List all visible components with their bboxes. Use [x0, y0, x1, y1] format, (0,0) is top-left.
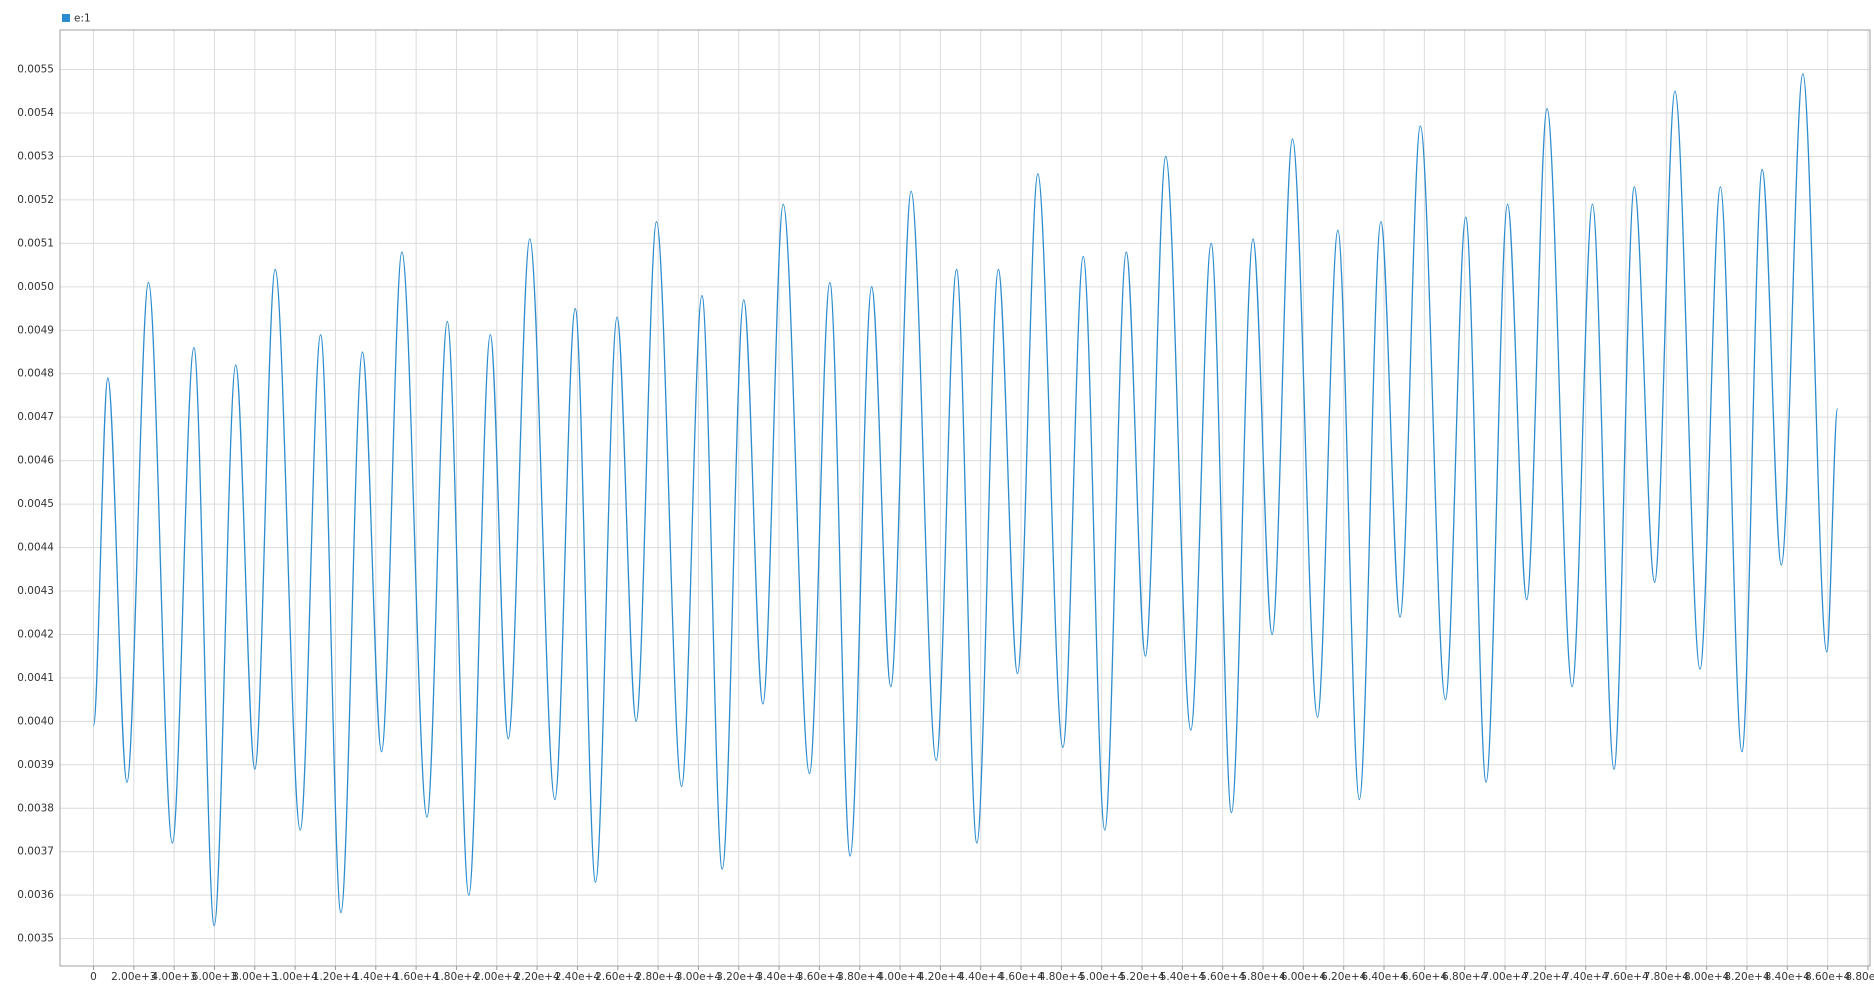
x-tick-label: 3.20e+4 — [716, 971, 762, 983]
x-tick-label: 8.40e+4 — [1765, 971, 1811, 983]
x-tick-label: 6.80e+4 — [1442, 971, 1488, 983]
y-tick-label: 0.0049 — [17, 324, 54, 336]
y-tick-label: 0.0035 — [17, 933, 54, 945]
x-tick-label: 2.80e+4 — [635, 971, 681, 983]
x-tick-label: 5.40e+4 — [1160, 971, 1206, 983]
x-tick-label: 1.20e+4 — [313, 971, 359, 983]
x-tick-label: 2.00e+4 — [474, 971, 520, 983]
x-tick-label: 4.00e+3 — [151, 971, 196, 983]
x-tick-label: 8.20e+4 — [1724, 971, 1770, 983]
x-tick-label: 5.80e+4 — [1240, 971, 1286, 983]
x-tick-label: 4.60e+4 — [998, 971, 1044, 983]
y-tick-label: 0.0041 — [17, 672, 54, 684]
y-tick-label: 0.0046 — [17, 455, 54, 467]
x-tick-label: 3.60e+4 — [797, 971, 843, 983]
x-tick-label: 5.60e+4 — [1200, 971, 1246, 983]
x-tick-label: 7.20e+4 — [1523, 971, 1569, 983]
x-tick-label: 7.40e+4 — [1563, 971, 1609, 983]
y-tick-label: 0.0055 — [17, 64, 54, 76]
x-tick-label: 2.60e+4 — [595, 971, 641, 983]
x-tick-label: 3.00e+4 — [676, 971, 722, 983]
x-tick-label: 4.00e+4 — [877, 971, 923, 983]
y-tick-label: 0.0044 — [17, 542, 54, 554]
x-tick-label: 1.80e+4 — [434, 971, 480, 983]
x-tick-label: 8.60e+4 — [1805, 971, 1851, 983]
y-tick-label: 0.0042 — [17, 628, 54, 640]
x-tick-label: 3.40e+4 — [756, 971, 802, 983]
x-tick-label: 2.40e+4 — [555, 971, 601, 983]
x-tick-label: 6.00e+3 — [192, 971, 237, 983]
x-tick-label: 3.80e+4 — [837, 971, 883, 983]
legend-swatch — [62, 14, 70, 22]
x-tick-label: 1.60e+4 — [393, 971, 439, 983]
x-tick-label: 7.60e+4 — [1603, 971, 1649, 983]
x-tick-label: 0 — [90, 971, 97, 983]
x-tick-label: 1.00e+4 — [272, 971, 318, 983]
plot-border — [59, 29, 1871, 967]
y-tick-label: 0.0038 — [17, 802, 54, 814]
x-tick-label: 6.40e+4 — [1361, 971, 1407, 983]
x-tick-label: 1.40e+4 — [353, 971, 399, 983]
x-tick-label: 4.40e+4 — [958, 971, 1004, 983]
x-tick-label: 4.80e+4 — [1039, 971, 1085, 983]
y-tick-label: 0.0053 — [17, 150, 54, 162]
y-tick-label: 0.0050 — [17, 281, 54, 293]
legend-label: e:1 — [74, 13, 91, 25]
x-tick-label: 2.00e+3 — [111, 971, 156, 983]
y-tick-label: 0.0036 — [17, 889, 54, 901]
x-tick-label: 7.00e+4 — [1482, 971, 1528, 983]
y-tick-label: 0.0037 — [17, 846, 54, 858]
y-tick-label: 0.0054 — [17, 107, 54, 119]
y-tick-label: 0.0048 — [17, 368, 54, 380]
y-tick-label: 0.0047 — [17, 411, 54, 423]
y-tick-label: 0.0043 — [17, 585, 54, 597]
x-tick-label: 8.00e+3 — [232, 971, 277, 983]
x-tick-label: 5.00e+4 — [1079, 971, 1125, 983]
y-tick-label: 0.0045 — [17, 498, 54, 510]
x-tick-label: 6.20e+4 — [1321, 971, 1367, 983]
x-tick-label: 6.60e+4 — [1402, 971, 1448, 983]
x-tick-label: 6.00e+4 — [1281, 971, 1327, 983]
y-tick-label: 0.0051 — [17, 237, 54, 249]
y-tick-label: 0.0039 — [17, 759, 54, 771]
data-line — [92, 73, 1839, 927]
x-tick-label: 2.20e+4 — [514, 971, 560, 983]
x-tick-label: 8.00e+4 — [1684, 971, 1730, 983]
x-tick-label: 5.20e+4 — [1119, 971, 1165, 983]
y-tick-label: 0.0040 — [17, 715, 54, 727]
x-tick-label: 7.80e+4 — [1644, 971, 1690, 983]
x-tick-label: 8.80e+4 — [1845, 971, 1874, 983]
x-tick-label: 4.20e+4 — [918, 971, 964, 983]
y-tick-label: 0.0052 — [17, 194, 54, 206]
